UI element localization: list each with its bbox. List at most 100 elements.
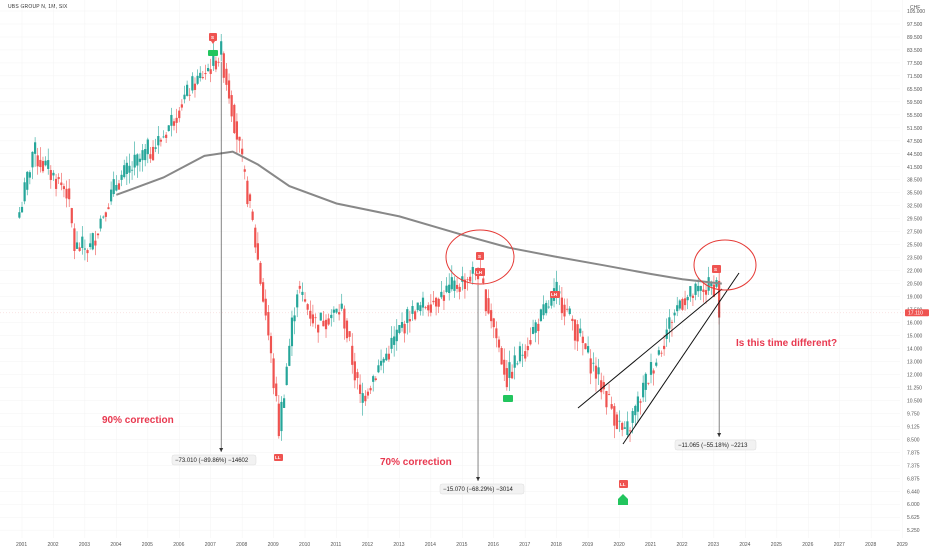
x-tick-label: 2007 bbox=[205, 542, 216, 548]
candle-body bbox=[144, 149, 147, 161]
candle-body bbox=[691, 295, 695, 298]
candle-body bbox=[86, 250, 89, 254]
candle-body bbox=[288, 345, 291, 366]
svg-text:S: S bbox=[714, 267, 717, 272]
candle-body bbox=[421, 297, 425, 308]
candle-body bbox=[634, 405, 637, 416]
candle-body bbox=[390, 337, 393, 349]
candle-body bbox=[573, 319, 577, 341]
candle-body bbox=[130, 169, 134, 171]
candle-body bbox=[201, 77, 204, 79]
measure-box-1: −73.010 (−89.86%) −14602 bbox=[171, 454, 257, 466]
candle-body bbox=[393, 336, 396, 345]
candle-body bbox=[681, 298, 684, 310]
candle-body bbox=[115, 185, 118, 191]
candle-body bbox=[54, 178, 58, 189]
candle-body bbox=[531, 327, 535, 334]
x-tick-label: 2016 bbox=[488, 542, 499, 548]
measure-arrow-1-head bbox=[219, 448, 224, 452]
candle-body bbox=[510, 371, 514, 379]
candle-body bbox=[639, 401, 642, 403]
candle-body bbox=[141, 150, 144, 161]
candle-body bbox=[18, 212, 21, 218]
candle-body bbox=[241, 148, 244, 155]
candle-body bbox=[704, 290, 708, 295]
candle-body bbox=[408, 319, 411, 322]
candle-body bbox=[631, 411, 634, 423]
candle-body bbox=[356, 372, 359, 378]
measure-text-3: −11.065 (−55.18%) −2213 bbox=[678, 443, 748, 449]
candle-body bbox=[138, 158, 142, 162]
y-tick-label: 9.750 bbox=[907, 411, 920, 417]
candle-body bbox=[419, 305, 422, 312]
candle-body bbox=[290, 317, 294, 347]
svg-text:LL: LL bbox=[620, 482, 626, 487]
grid bbox=[0, 0, 905, 538]
y-tick-label: 5.625 bbox=[907, 515, 920, 521]
candle-body bbox=[348, 331, 351, 337]
candle-body bbox=[267, 312, 270, 336]
measure-box-3: −11.065 (−55.18%) −2213 bbox=[674, 439, 757, 451]
candle-body bbox=[642, 382, 645, 398]
candle-body bbox=[306, 304, 309, 310]
candle-body bbox=[694, 283, 697, 295]
candle-body bbox=[455, 284, 459, 289]
candle-body bbox=[188, 94, 191, 96]
x-tick-label: 2017 bbox=[519, 542, 530, 548]
candle-body bbox=[718, 280, 721, 318]
candle-body bbox=[167, 125, 170, 132]
candle-body bbox=[178, 110, 181, 119]
svg-text:LH: LH bbox=[551, 292, 557, 297]
candle-body bbox=[369, 388, 372, 391]
candle-body bbox=[343, 308, 346, 329]
candle-body bbox=[47, 160, 50, 169]
candle-body bbox=[466, 279, 469, 281]
candle-body bbox=[652, 370, 655, 374]
candle-body bbox=[505, 368, 508, 388]
candle-body bbox=[406, 309, 409, 323]
candle-body bbox=[663, 345, 666, 350]
candle-body bbox=[686, 296, 689, 301]
y-tick-label: 105.000 bbox=[907, 9, 925, 15]
candle-body bbox=[246, 180, 249, 205]
candle-body bbox=[490, 310, 493, 322]
x-tick-label: 2020 bbox=[614, 542, 625, 548]
marker-ll-2009: LL bbox=[274, 454, 283, 461]
y-tick-label: 41.500 bbox=[907, 165, 923, 171]
candle-body bbox=[566, 308, 569, 310]
annotation-question: Is this time different? bbox=[736, 338, 837, 349]
svg-text:S: S bbox=[478, 254, 481, 259]
candle-body bbox=[707, 277, 710, 291]
candle-body bbox=[81, 236, 84, 248]
marker-s-2015: S bbox=[476, 252, 484, 260]
candle-body bbox=[450, 277, 453, 290]
candle-body bbox=[427, 305, 430, 311]
candle-body bbox=[330, 314, 333, 319]
marker-lh-2018: LH bbox=[550, 291, 560, 298]
candle-body bbox=[243, 169, 246, 172]
candle-body bbox=[233, 104, 236, 134]
y-tick-label: 97.500 bbox=[907, 22, 923, 28]
candle-body bbox=[183, 94, 186, 100]
candle-body bbox=[683, 298, 687, 306]
y-tick-label: 6.440 bbox=[907, 489, 920, 495]
candle-body bbox=[461, 276, 464, 282]
candle-body bbox=[364, 395, 367, 402]
candle-body bbox=[516, 363, 519, 365]
candle-body bbox=[458, 286, 461, 292]
candle-body bbox=[445, 285, 448, 293]
x-tick-label: 2008 bbox=[236, 542, 247, 548]
candle-body bbox=[196, 75, 199, 84]
candle-body bbox=[340, 303, 343, 309]
x-tick-label: 2001 bbox=[16, 542, 27, 548]
candle-body bbox=[382, 358, 385, 363]
candle-body bbox=[636, 396, 639, 412]
candle-body bbox=[159, 139, 163, 142]
candle-body bbox=[589, 358, 592, 374]
candle-body bbox=[311, 314, 315, 324]
candle-body bbox=[322, 320, 325, 327]
candle-body bbox=[31, 151, 34, 168]
y-tick-label: 27.500 bbox=[907, 230, 923, 236]
candle-body bbox=[206, 68, 210, 72]
